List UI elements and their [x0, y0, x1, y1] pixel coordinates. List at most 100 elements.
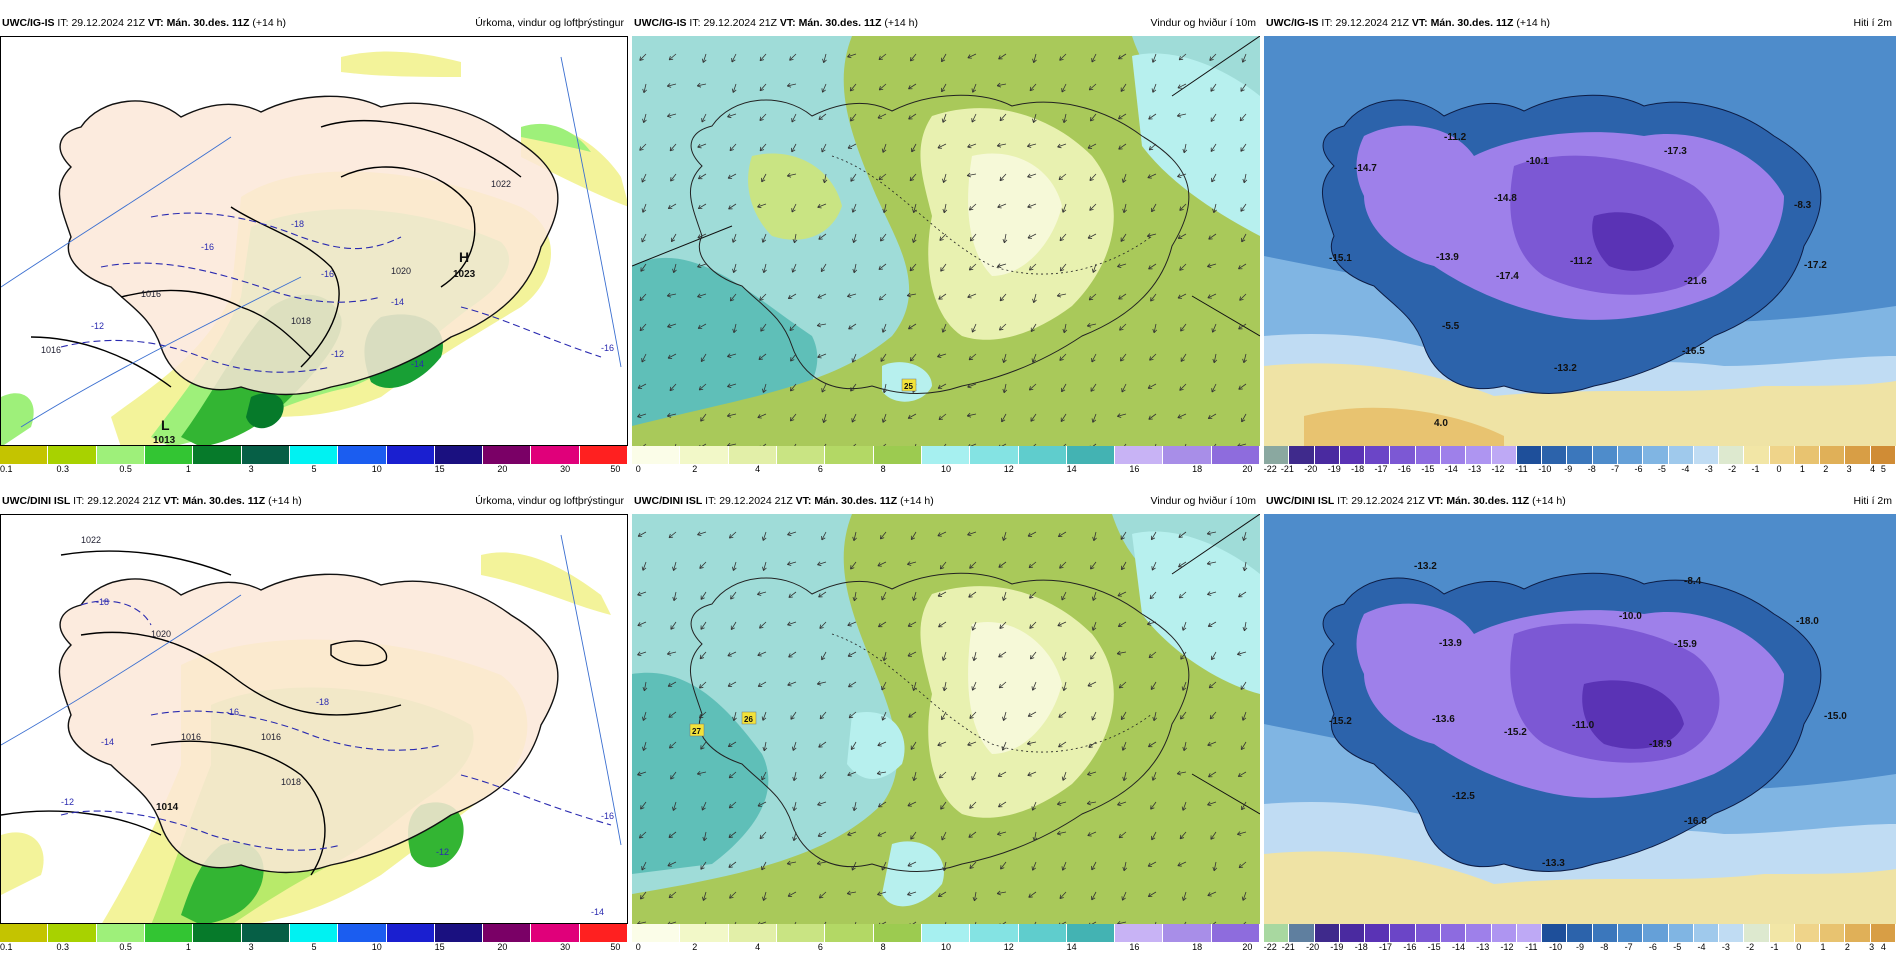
colorbar-swatch [921, 924, 971, 942]
colorbar-tick-label: 4 [755, 942, 761, 952]
colorbar-tick-label: -6 [1634, 464, 1643, 474]
colorbar-tick-label: -2 [1746, 942, 1755, 952]
colorbar-swatch [1339, 924, 1366, 942]
colorbar-swatch [1668, 924, 1694, 942]
svg-text:-8.4: -8.4 [1684, 576, 1702, 587]
colorbar-tick-label: -9 [1575, 942, 1585, 952]
colorbar-swatch [1592, 446, 1618, 464]
svg-text:-15.0: -15.0 [1824, 711, 1847, 722]
model-name: UWC/IG-IS [1266, 17, 1319, 29]
colorbar-tick-label: 30 [560, 942, 571, 952]
colorbar-swatch [1643, 446, 1669, 464]
model-name: UWC/DINI ISL [634, 495, 703, 507]
isotherm-label: -12 [436, 847, 449, 857]
colorbar-tick-label: 2 [692, 942, 698, 952]
colorbar-tick-label: 18 [1192, 942, 1203, 952]
colorbar-tick-label: -21 [1281, 942, 1295, 952]
colorbar-swatch [96, 446, 145, 464]
panel-title: Úrkoma, vindur og loftþrýstingur [475, 495, 624, 507]
colorbar-swatch [1440, 924, 1467, 942]
colorbar-swatch [970, 924, 1019, 942]
colorbar-swatch [0, 446, 49, 464]
colorbar-swatch [1744, 446, 1770, 464]
precip-colorbar-ticks: 0.1 0.3 0.5 1 3 5 10 15 20 30 50 [0, 942, 628, 954]
colorbar-tick-label: -10 [1538, 464, 1552, 474]
colorbar-swatch [1211, 924, 1261, 942]
colorbar-tick-label: 5 [311, 464, 317, 474]
colorbar-tick-label: 30 [560, 464, 571, 474]
colorbar-swatch [776, 924, 826, 942]
colorbar-tick-label: -4 [1681, 464, 1690, 474]
colorbar-tick-label: -22 [1263, 464, 1277, 474]
colorbar-swatch [1115, 446, 1164, 464]
colorbar-swatch [1466, 446, 1492, 464]
colorbar-tick-label: 20 [1242, 942, 1253, 952]
colorbar-tick-label: 16 [1129, 942, 1140, 952]
colorbar-swatch [1668, 446, 1694, 464]
model-name: UWC/IG-IS [634, 17, 687, 29]
colorbar-tick-label: -11 [1515, 464, 1528, 474]
panel-precip-top: UWC/IG-IS IT: 29.12.2024 21Z VT: Mán. 30… [0, 12, 629, 474]
colorbar-swatch [1365, 446, 1391, 464]
colorbar-swatch [921, 446, 971, 464]
panel-header: UWC/IG-IS IT: 29.12.2024 21Z VT: Mán. 30… [1264, 12, 1896, 34]
svg-text:-12.5: -12.5 [1452, 791, 1475, 802]
colorbar-swatch [338, 924, 387, 942]
colorbar-tick-label: -7 [1624, 942, 1633, 952]
isotherm-label: -14 [391, 297, 404, 307]
svg-text:-13.2: -13.2 [1414, 561, 1437, 572]
svg-text:-14.8: -14.8 [1494, 193, 1517, 204]
colorbar-tick-label: 4 [1870, 464, 1876, 474]
colorbar-tick-label: 6 [817, 464, 823, 474]
isotherm-label: -14 [591, 907, 604, 917]
colorbar-swatch [579, 446, 629, 464]
colorbar-tick-label: -8 [1600, 942, 1609, 952]
colorbar-swatch [241, 924, 290, 942]
isotherm-label: -14 [411, 359, 424, 369]
colorbar-tick-label: -17 [1379, 942, 1393, 952]
colorbar-tick-label: 3 [1869, 942, 1875, 952]
colorbar-swatch [1516, 924, 1543, 942]
panel-title: Hiti í 2m [1853, 495, 1892, 507]
colorbar-tick-label: -20 [1306, 942, 1320, 952]
panel-wind-bottom: UWC/DINI ISL IT: 29.12.2024 21Z VT: Mán.… [632, 490, 1261, 952]
colorbar-tick-label: -19 [1327, 464, 1341, 474]
colorbar-tick-label: -13 [1476, 942, 1490, 952]
colorbar-tick-label: 2 [1823, 464, 1829, 474]
colorbar-tick-label: 14 [1066, 464, 1077, 474]
colorbar-swatch [338, 446, 387, 464]
colorbar-tick-label: 50 [610, 464, 621, 474]
colorbar-swatch [1415, 446, 1441, 464]
isotherm-label: -16 [601, 811, 614, 821]
wind-map: 25 [632, 36, 1260, 446]
wind-map-svg: 27 26 [632, 514, 1260, 924]
panel-header: UWC/DINI ISL IT: 29.12.2024 21Z VT: Mán.… [1264, 490, 1896, 512]
svg-text:-18.9: -18.9 [1649, 739, 1672, 750]
colorbar-tick-label: -20 [1304, 464, 1318, 474]
isobar-label: 1022 [81, 535, 101, 545]
svg-text:-13.9: -13.9 [1436, 252, 1459, 263]
svg-text:-17.2: -17.2 [1804, 260, 1827, 271]
svg-text:-5.5: -5.5 [1442, 321, 1460, 332]
isobar-label: 1016 [41, 345, 61, 355]
colorbar-tick-label: -6 [1648, 942, 1657, 952]
colorbar-swatch [1289, 924, 1315, 942]
precip-map: H 1023 L 1013 1022 1020 1018 1016 1016 -… [0, 36, 628, 446]
colorbar-swatch [48, 924, 97, 942]
temp-labels: -14.7 -11.2 -10.1 -17.3 -14.8 -8.3 -15.1… [1329, 132, 1827, 429]
wind-arrows [637, 53, 1248, 446]
colorbar-swatch [1870, 446, 1897, 464]
colorbar-tick-label: 3 [248, 464, 254, 474]
panel-header: UWC/DINI ISL IT: 29.12.2024 21Z VT: Mán.… [632, 490, 1260, 512]
svg-text:-10.0: -10.0 [1619, 611, 1642, 622]
colorbar-tick-label: 18 [1192, 464, 1203, 474]
svg-text:-17.3: -17.3 [1664, 146, 1687, 157]
isobar-label: 1020 [151, 629, 171, 639]
colorbar-swatch [1643, 924, 1669, 942]
colorbar-swatch [1820, 924, 1846, 942]
svg-text:-13.6: -13.6 [1432, 714, 1455, 725]
panel-precip-bottom: UWC/DINI ISL IT: 29.12.2024 21Z VT: Mán.… [0, 490, 629, 952]
colorbar-tick-label: 0 [635, 464, 641, 474]
colorbar-swatch [96, 924, 145, 942]
colorbar-tick-label: 10 [371, 464, 382, 474]
